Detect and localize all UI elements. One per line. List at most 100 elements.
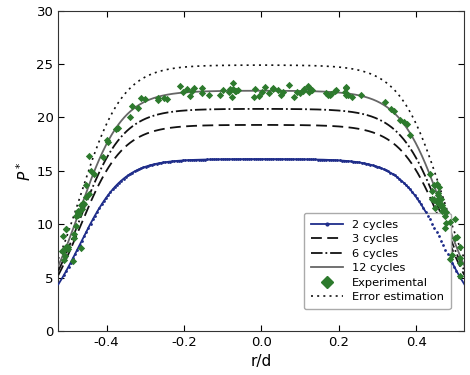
Point: [451, 216, 459, 222]
Point: [85, 191, 92, 197]
Point: [126, 114, 133, 120]
Point: [429, 196, 436, 202]
Point: [190, 85, 198, 91]
Point: [300, 88, 307, 94]
Point: [70, 258, 77, 264]
Point: [343, 86, 350, 92]
Point: [448, 252, 456, 258]
Point: [285, 82, 293, 88]
Point: [226, 86, 234, 92]
Point: [274, 87, 282, 93]
Point: [434, 195, 441, 201]
Point: [154, 95, 162, 101]
Point: [457, 255, 464, 261]
Point: [79, 200, 87, 206]
Point: [456, 244, 464, 250]
Point: [322, 90, 329, 96]
Point: [78, 245, 85, 251]
Point: [431, 182, 438, 188]
Point: [233, 88, 240, 94]
Point: [198, 90, 205, 96]
Point: [219, 87, 227, 93]
Point: [74, 209, 82, 214]
Point: [103, 137, 110, 143]
Point: [441, 225, 449, 231]
Point: [436, 184, 443, 190]
Point: [270, 86, 277, 92]
Point: [160, 94, 168, 100]
Point: [64, 244, 72, 250]
Point: [404, 121, 411, 127]
Point: [446, 219, 454, 225]
Point: [62, 243, 70, 249]
Point: [309, 87, 316, 93]
Point: [70, 235, 78, 241]
Point: [62, 226, 70, 232]
Point: [342, 92, 350, 98]
Point: [326, 93, 334, 99]
Point: [456, 260, 463, 266]
Point: [277, 92, 284, 98]
Point: [188, 88, 196, 94]
Point: [198, 85, 206, 91]
Point: [442, 220, 450, 226]
Point: [328, 92, 335, 98]
Point: [300, 86, 308, 92]
Point: [341, 89, 348, 95]
Point: [440, 205, 447, 211]
Point: [453, 234, 461, 240]
Point: [400, 119, 407, 125]
Point: [390, 108, 398, 114]
Point: [72, 213, 79, 219]
Point: [440, 208, 447, 214]
Point: [441, 208, 448, 214]
Point: [64, 246, 72, 252]
Point: [255, 93, 263, 99]
Point: [155, 97, 162, 103]
Point: [451, 235, 459, 241]
Point: [305, 83, 312, 89]
Point: [265, 90, 273, 96]
Point: [112, 126, 119, 132]
Point: [70, 231, 78, 237]
Point: [205, 92, 213, 98]
Point: [258, 89, 266, 95]
Point: [437, 202, 444, 208]
Point: [279, 89, 287, 95]
Point: [91, 171, 98, 177]
Point: [61, 253, 68, 259]
Point: [187, 93, 194, 99]
Point: [306, 86, 313, 92]
Point: [293, 89, 301, 95]
Point: [297, 90, 304, 96]
Point: [128, 103, 136, 109]
Point: [87, 168, 95, 174]
X-axis label: r/d: r/d: [251, 354, 272, 369]
Point: [397, 117, 404, 123]
Point: [74, 212, 82, 218]
Point: [228, 94, 236, 100]
Point: [86, 153, 93, 159]
Point: [114, 125, 121, 131]
Point: [332, 87, 340, 93]
Point: [75, 209, 82, 214]
Point: [290, 94, 298, 100]
Point: [180, 89, 187, 95]
Point: [332, 88, 339, 94]
Point: [407, 132, 414, 138]
Point: [358, 93, 365, 99]
Point: [177, 83, 184, 89]
Point: [439, 202, 446, 208]
Point: [63, 226, 70, 232]
Point: [442, 213, 449, 219]
Point: [387, 106, 395, 112]
Point: [262, 84, 269, 90]
Point: [442, 209, 449, 215]
Point: [435, 190, 442, 196]
Point: [225, 89, 233, 95]
Point: [439, 209, 446, 214]
Point: [75, 211, 83, 217]
Point: [82, 182, 89, 188]
Point: [438, 195, 445, 201]
Point: [324, 92, 331, 98]
